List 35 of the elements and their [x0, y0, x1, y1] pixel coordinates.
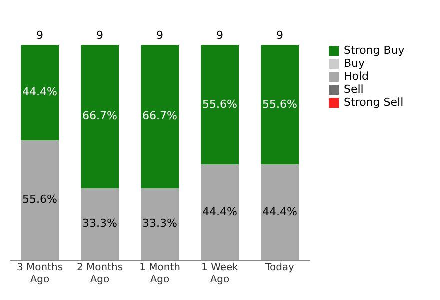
x-tick-label: 1 Week Ago [202, 262, 239, 286]
annotation: 9 [216, 29, 224, 42]
x-tick-label: Today [264, 262, 295, 274]
bar [201, 164, 239, 260]
x-tick-label: 2 Months Ago [76, 262, 124, 286]
data-label: 66.7% [142, 110, 178, 123]
bar [81, 188, 119, 260]
data-label: 33.3% [142, 217, 178, 230]
data-label: 66.7% [82, 110, 118, 123]
legend-label: Strong Buy [344, 44, 406, 57]
bar [141, 45, 179, 188]
annotation: 9 [156, 29, 164, 42]
bar [21, 140, 59, 260]
legend-label: Hold [344, 70, 370, 83]
data-label: 33.3% [82, 217, 118, 230]
bar [261, 45, 299, 165]
x-tick-label: 3 Months Ago [16, 262, 64, 286]
x-tick-label: 1 Month Ago [140, 262, 180, 286]
data-label: 55.6% [202, 98, 238, 111]
data-label: 44.4% [22, 86, 58, 99]
data-label: 55.6% [262, 98, 298, 111]
legend-label: Strong Sell [344, 96, 404, 109]
bar [141, 188, 179, 260]
data-label: 44.4% [202, 205, 238, 218]
bar [261, 164, 299, 260]
data-label: 44.4% [262, 205, 298, 218]
annotation: 9 [276, 29, 284, 42]
legend-label: Buy [344, 57, 366, 70]
bar [201, 45, 239, 165]
bar [21, 45, 59, 140]
legend-label: Sell [344, 83, 364, 96]
annotation: 9 [96, 29, 104, 42]
bar [81, 45, 119, 188]
annotation: 9 [36, 29, 44, 42]
data-label: 55.6% [22, 193, 58, 206]
